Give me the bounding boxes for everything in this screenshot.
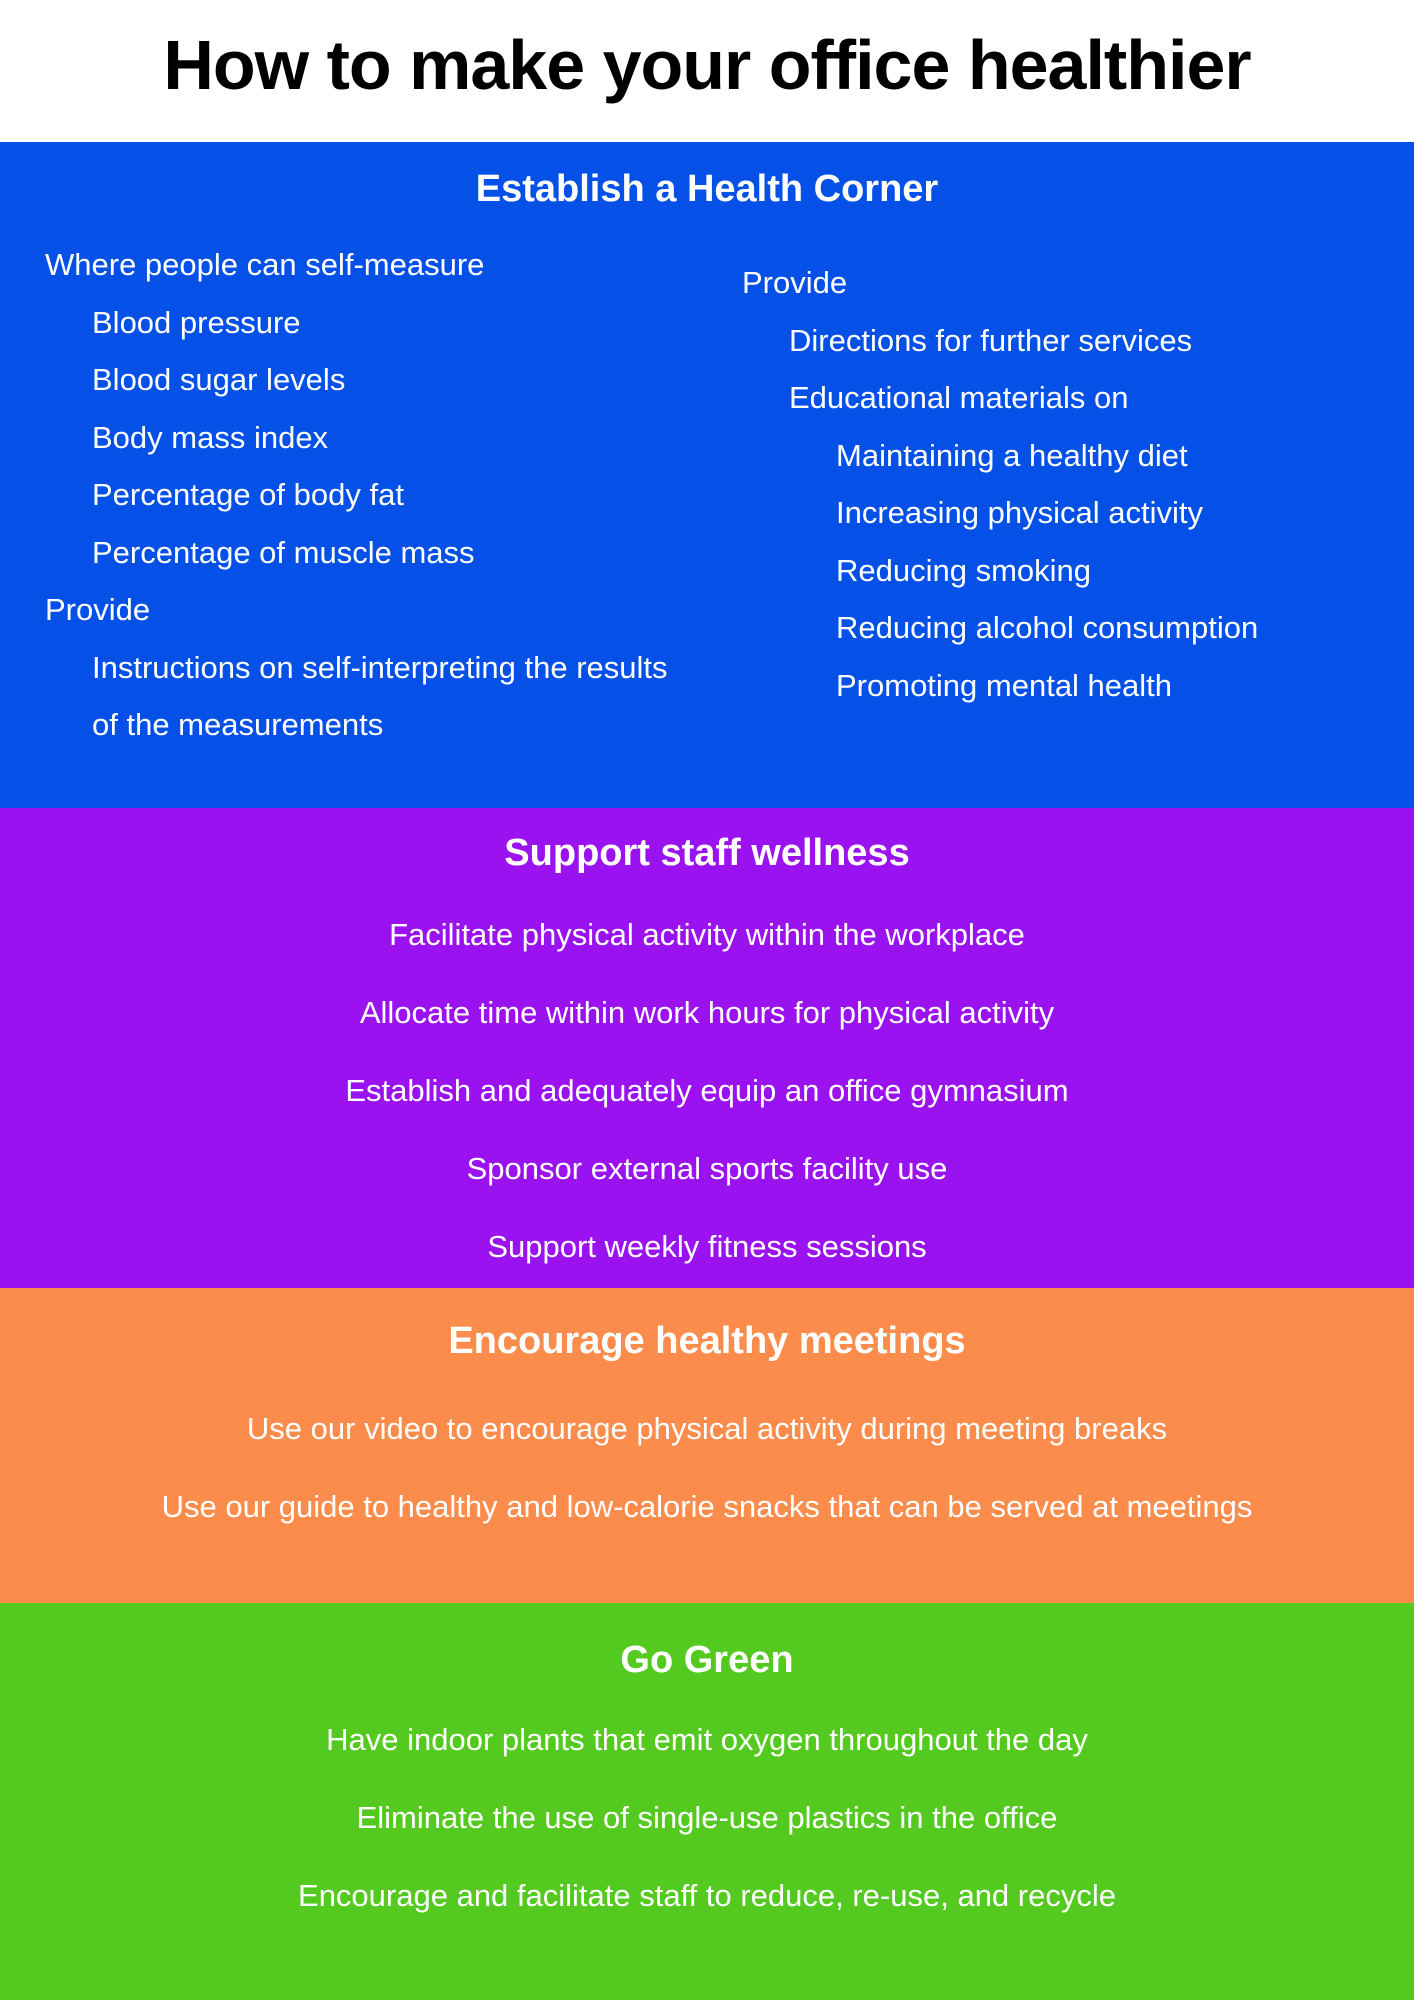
list-item: Provide	[45, 592, 151, 627]
list-item: Use our guide to healthy and low-calorie…	[161, 1489, 1253, 1524]
staff-wellness-items: Facilitate physical activity within the …	[0, 896, 1414, 1286]
list-item: Use our video to encourage physical acti…	[246, 1411, 1168, 1446]
list-item: Body mass index	[92, 419, 329, 455]
list-item: Encourage and facilitate staff to reduce…	[298, 1878, 1116, 1913]
section-healthy-meetings-heading: Encourage healthy meetings	[448, 1320, 966, 1362]
list-item: Instructions on self-interpreting the re…	[92, 649, 668, 743]
health-corner-right-column: Provide Directions for further services …	[717, 236, 1414, 754]
list-item: Blood sugar levels	[92, 362, 346, 397]
list-item: Sponsor external sports facility use	[466, 1151, 948, 1186]
list-item: Establish and adequately equip an office…	[345, 1073, 1069, 1108]
list-item: Reducing alcohol consumption	[836, 610, 1259, 645]
section-healthy-meetings: Encourage healthy meetings Use our video…	[0, 1288, 1414, 1603]
section-health-corner-heading: Establish a Health Corner	[475, 168, 939, 210]
section-go-green: Go Green Have indoor plants that emit ox…	[0, 1603, 1414, 2000]
list-item: Percentage of body fat	[92, 477, 404, 512]
healthy-meetings-items: Use our video to encourage physical acti…	[0, 1390, 1414, 1546]
go-green-items: Have indoor plants that emit oxygen thro…	[0, 1701, 1414, 1935]
list-item: Have indoor plants that emit oxygen thro…	[326, 1722, 1088, 1757]
section-staff-wellness-heading: Support staff wellness	[504, 832, 910, 874]
list-item: Educational materials on	[789, 380, 1129, 415]
list-item: Directions for further services	[789, 322, 1193, 358]
section-health-corner: Establish a Health Corner Where people c…	[0, 142, 1414, 808]
list-item: Maintaining a healthy diet	[836, 437, 1188, 473]
list-item: Allocate time within work hours for phys…	[359, 995, 1055, 1030]
list-item: Eliminate the use of single-use plastics…	[356, 1800, 1058, 1835]
poster-header: How to make your office healthier	[0, 0, 1414, 142]
list-item: Promoting mental health	[836, 667, 1173, 703]
list-item: Reducing smoking	[836, 552, 1092, 588]
list-item: Where people can self-measure	[45, 247, 485, 282]
list-item: Support weekly fitness sessions	[487, 1229, 927, 1264]
list-item: Facilitate physical activity within the …	[389, 917, 1025, 952]
health-corner-left-column: Where people can self-measure Blood pres…	[0, 236, 717, 754]
health-corner-columns: Where people can self-measure Blood pres…	[0, 236, 1414, 754]
list-item: Blood pressure	[92, 304, 301, 340]
list-item: Provide	[742, 265, 848, 300]
poster-title: How to make your office healthier	[163, 26, 1251, 104]
list-item: Percentage of muscle mass	[92, 534, 475, 570]
section-staff-wellness: Support staff wellness Facilitate physic…	[0, 808, 1414, 1288]
section-go-green-heading: Go Green	[620, 1639, 794, 1681]
list-item: Increasing physical activity	[836, 495, 1203, 530]
